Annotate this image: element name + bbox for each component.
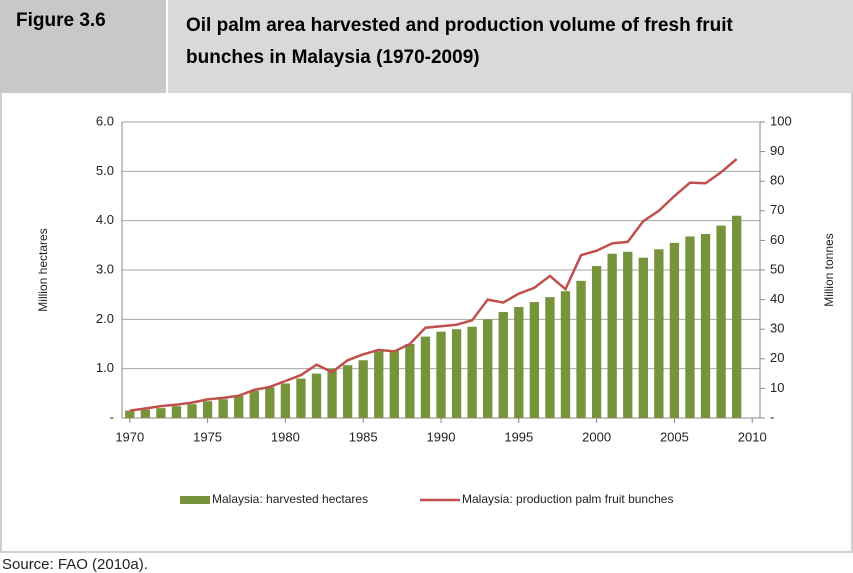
y-tick-label: 5.0 [96, 163, 114, 178]
bar [374, 351, 384, 418]
legend-label: Malaysia: production palm fruit bunches [462, 492, 673, 506]
bar [125, 410, 135, 418]
bar [638, 257, 648, 418]
bar [560, 291, 571, 418]
figure-label: Figure 3.6 [16, 10, 106, 31]
bar [514, 307, 524, 418]
y-tick-label: 4.0 [96, 212, 114, 227]
bar [623, 251, 633, 418]
y-tick-label: 2.0 [96, 311, 114, 326]
legend-label: Malaysia: harvested hectares [212, 492, 368, 506]
y2-tick-label: 60 [770, 232, 784, 247]
y2-tick-label: 10 [770, 380, 784, 395]
bar [156, 408, 166, 418]
bar [171, 406, 182, 418]
bar [234, 395, 244, 418]
bar [405, 344, 415, 418]
bar [202, 401, 213, 418]
bar [296, 378, 306, 418]
bar [187, 404, 197, 418]
x-tick-label: 1975 [193, 429, 222, 444]
bar [436, 331, 446, 418]
bar [685, 236, 695, 418]
line [129, 158, 738, 412]
bar [420, 336, 431, 418]
y2-tick-label: 40 [770, 291, 784, 306]
bar [140, 409, 151, 418]
y2-tick-label: 30 [770, 321, 784, 336]
bar [591, 266, 602, 418]
x-tick-label: 1985 [349, 429, 378, 444]
y-tick-label: 3.0 [96, 261, 114, 276]
bar [280, 383, 291, 418]
bar [451, 329, 462, 418]
y2-tick-label: 100 [770, 113, 792, 128]
x-tick-label: 1990 [427, 429, 456, 444]
bar [311, 373, 322, 418]
chart-title: Oil palm area harvested and production v… [186, 15, 733, 68]
y-axis-label: Million hectares [36, 228, 50, 311]
bar [218, 399, 228, 418]
y2-tick-label: 20 [770, 350, 784, 365]
chart: - 1.0 2.0 3.0 4.0 5.0 6.0 - 10 20 30 40 50 60 70 80 90 10… [36, 113, 836, 506]
y-tick-label: - [110, 409, 114, 424]
x-tick-label: 2010 [738, 429, 767, 444]
bar [265, 387, 275, 418]
y2-axis-label: Million tonnes [822, 233, 836, 306]
y2-tick-label: 90 [770, 143, 784, 158]
y2-tick-label: - [770, 409, 774, 424]
y2-tick-label: 50 [770, 261, 784, 276]
bar [483, 319, 493, 418]
bar [358, 360, 368, 418]
bar [467, 326, 477, 418]
bar [716, 225, 726, 418]
x-tick-label: 1980 [271, 429, 300, 444]
bar [498, 311, 508, 418]
bar [529, 302, 540, 418]
bar [342, 365, 353, 418]
bar [545, 297, 555, 418]
figure-frame [0, 93, 853, 553]
bar [327, 368, 337, 418]
y2-tick-label: 80 [770, 173, 784, 188]
x-tick-label: 2005 [660, 429, 689, 444]
bar [654, 249, 664, 418]
source-note: Source: FAO (2010a). [2, 556, 148, 573]
x-tick-label: 1995 [504, 429, 533, 444]
bar [389, 350, 399, 418]
bar [669, 242, 680, 418]
bar [249, 390, 259, 418]
y-tick-label: 6.0 [96, 113, 114, 128]
y-tick-label: 1.0 [96, 360, 114, 375]
x-tick-label: 2000 [582, 429, 611, 444]
bar [576, 280, 586, 418]
header-label-cell: Figure 3.6 [0, 0, 168, 93]
header-title-cell: Oil palm area harvested and production v… [168, 0, 853, 93]
x-tick-label: 1970 [115, 429, 144, 444]
y2-tick-label: 70 [770, 202, 784, 217]
bar [700, 233, 711, 418]
legend-swatch [180, 496, 210, 504]
bar [607, 253, 617, 418]
bar [731, 215, 742, 418]
